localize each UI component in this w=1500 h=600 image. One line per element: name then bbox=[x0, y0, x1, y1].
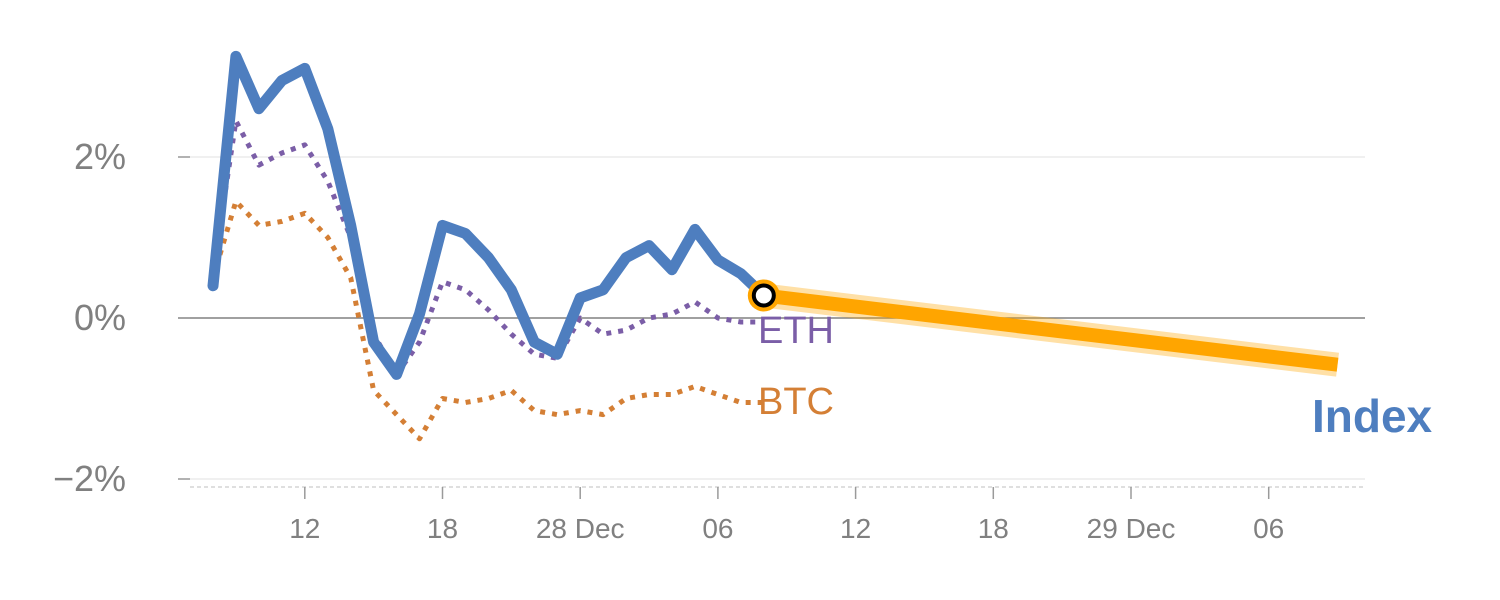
index-projection-line bbox=[762, 288, 1339, 372]
series-layer bbox=[207, 50, 770, 442]
x-tick-label: 18 bbox=[978, 513, 1009, 544]
index-series-line bbox=[207, 50, 770, 380]
eth-series-label: ETH bbox=[758, 310, 834, 352]
grid-layer bbox=[178, 156, 1365, 480]
y-tick-label: 2% bbox=[74, 136, 126, 177]
axis-layer: 2% 0% −2% 12 18 28 Dec 06 12 18 29 Dec 06 bbox=[53, 136, 1365, 544]
x-tick-label: 12 bbox=[840, 513, 871, 544]
index-series-label: Index bbox=[1312, 390, 1433, 442]
eth-series-line bbox=[210, 118, 764, 377]
x-tick-label: 28 Dec bbox=[536, 513, 625, 544]
label-layer: ETH BTC Index bbox=[758, 310, 1433, 442]
x-tick-label: 06 bbox=[1253, 513, 1284, 544]
y-tick-label: 0% bbox=[74, 297, 126, 338]
x-tick-label: 12 bbox=[289, 513, 320, 544]
x-tick-label: 18 bbox=[427, 513, 458, 544]
projection-layer bbox=[747, 279, 1339, 377]
x-tick-label: 06 bbox=[702, 513, 733, 544]
btc-series-label: BTC bbox=[758, 381, 834, 423]
x-tick-label: 29 Dec bbox=[1087, 513, 1176, 544]
index-last-point-marker bbox=[751, 283, 776, 308]
y-tick-label: −2% bbox=[53, 458, 126, 499]
btc-series-line bbox=[210, 198, 764, 442]
